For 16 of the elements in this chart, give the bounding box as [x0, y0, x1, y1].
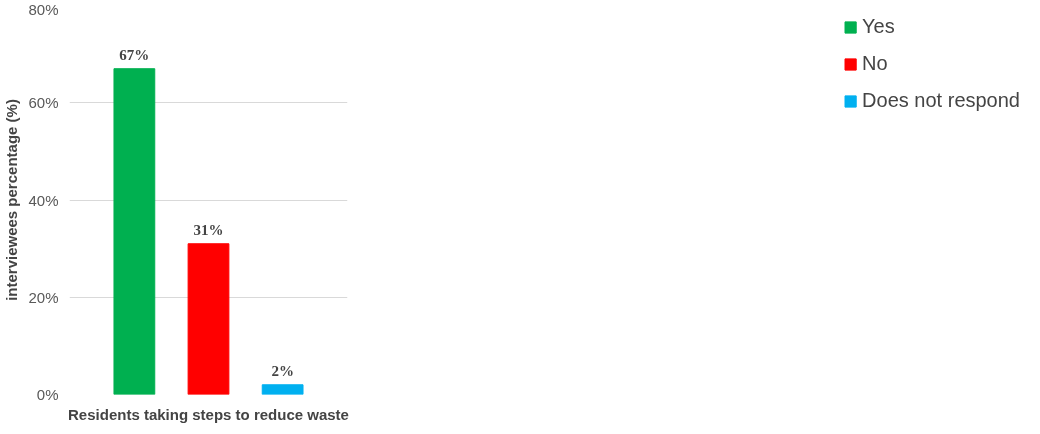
y-tick-label: 0%: [36, 386, 59, 403]
bar: [113, 68, 156, 395]
bar: [187, 243, 230, 395]
y-tick-label: 20%: [28, 288, 59, 306]
legend-label: Yes: [862, 15, 895, 38]
bar: [261, 384, 304, 395]
y-tick-label: 60%: [28, 94, 59, 112]
data-label: 67%: [119, 46, 150, 63]
data-label: 2%: [271, 362, 294, 379]
data-label: 31%: [193, 221, 224, 238]
legend-label: No: [862, 52, 888, 75]
y-axis-title: interviewees percentage (%): [3, 99, 21, 301]
y-tick-label: 80%: [28, 0, 59, 18]
x-axis-title: Residents taking steps to reduce waste: [68, 405, 349, 423]
legend-label: Does not respond: [862, 89, 1020, 112]
y-tick-label: 40%: [28, 191, 59, 209]
